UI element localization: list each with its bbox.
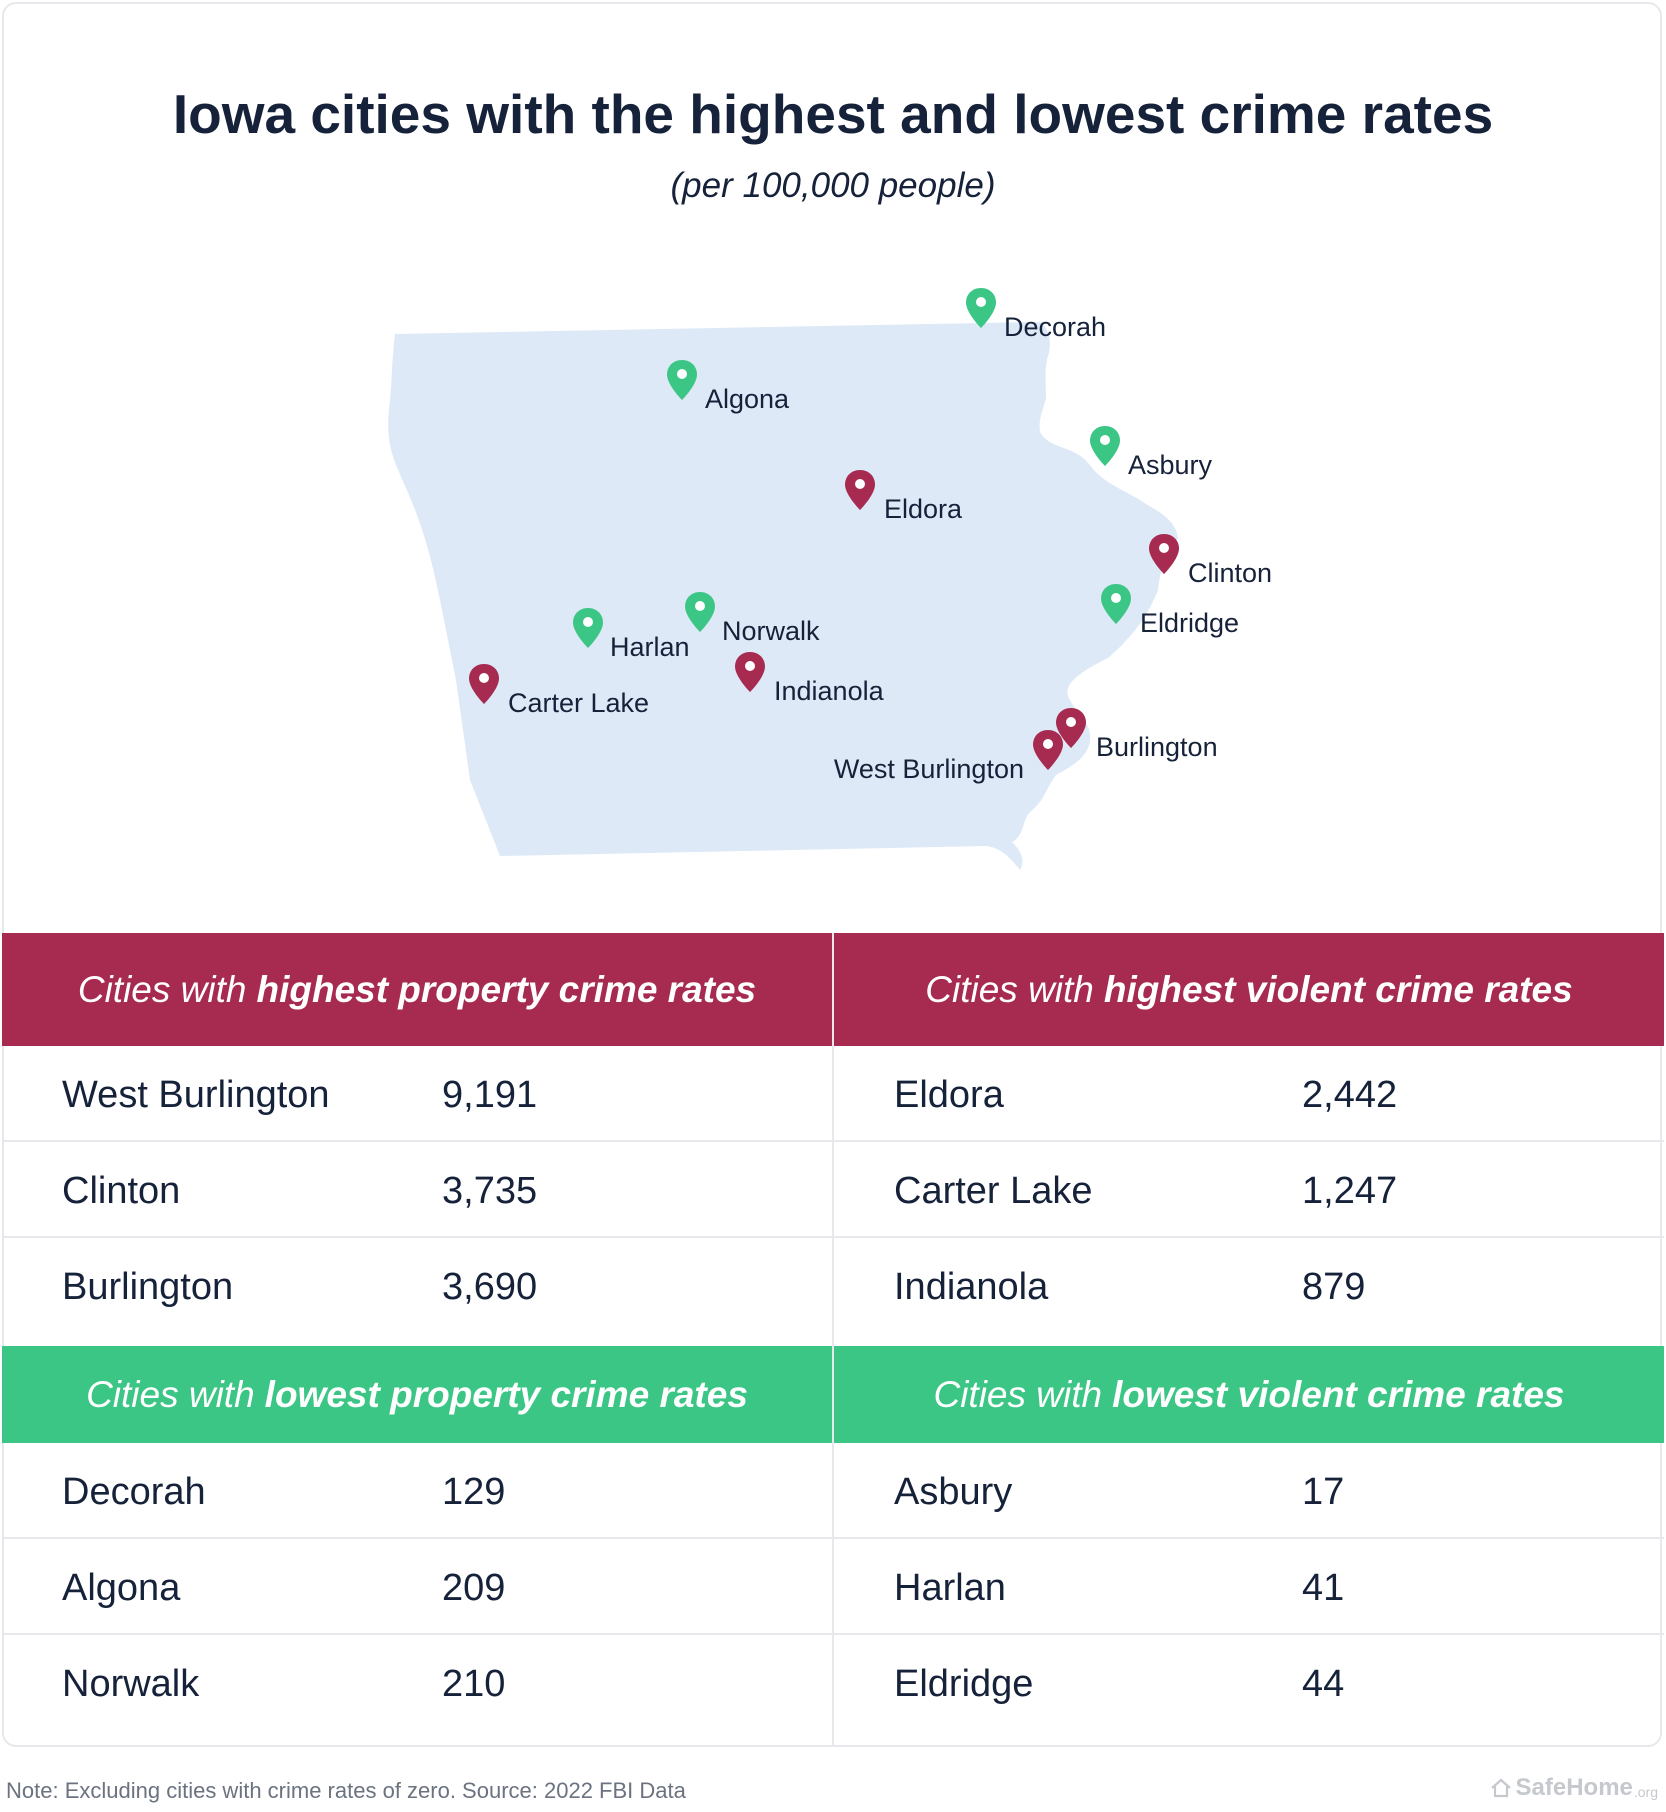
map-pin-icon bbox=[685, 592, 715, 632]
table-row: Eldridge 44 bbox=[834, 1635, 1664, 1731]
crime-rate-value: 879 bbox=[1302, 1266, 1366, 1308]
city-name: Indianola bbox=[894, 1266, 1049, 1308]
table-row: Indianola 879 bbox=[834, 1238, 1664, 1334]
iowa-map bbox=[0, 260, 1666, 880]
map-pin-icon bbox=[469, 664, 499, 704]
header-lowest-violent: Cities with lowest violent crime rates bbox=[834, 1346, 1664, 1443]
footnote: Note: Excluding cities with crime rates … bbox=[6, 1778, 686, 1803]
map-pin-icon bbox=[1033, 730, 1063, 770]
map-pin-icon bbox=[845, 470, 875, 510]
table-row: Eldora 2,442 bbox=[834, 1046, 1664, 1142]
header-prefix: Cities with bbox=[925, 968, 1094, 1010]
crime-rate-value: 2,442 bbox=[1302, 1074, 1398, 1116]
city-name: West Burlington bbox=[62, 1074, 330, 1116]
iowa-state-shape bbox=[388, 322, 1178, 870]
header-strong: lowest property crime rates bbox=[264, 1373, 748, 1415]
city-name: Harlan bbox=[894, 1567, 1006, 1609]
page-subtitle: (per 100,000 people) bbox=[670, 166, 996, 205]
city-name: Asbury bbox=[894, 1471, 1013, 1513]
header-prefix: Cities with bbox=[86, 1373, 255, 1415]
brand-domain: .org bbox=[1633, 1784, 1658, 1800]
map-pin-label: Asbury bbox=[1128, 450, 1213, 480]
header-lowest-property: Cities with lowest property crime rates bbox=[2, 1346, 832, 1443]
crime-rate-value: 210 bbox=[442, 1663, 506, 1705]
map-pin-label: Harlan bbox=[610, 632, 690, 662]
header-highest-violent: Cities with highest violent crime rates bbox=[834, 933, 1664, 1046]
map-pin-icon bbox=[1149, 534, 1179, 574]
iowa-outline bbox=[388, 322, 1178, 870]
map-pin-label: Indianola bbox=[774, 676, 884, 706]
map-pin-icon bbox=[1056, 708, 1086, 748]
header-strong: lowest violent crime rates bbox=[1112, 1373, 1565, 1415]
header-prefix: Cities with bbox=[77, 968, 247, 1010]
map-pin-label: Clinton bbox=[1188, 558, 1273, 588]
crime-rate-value: 209 bbox=[442, 1567, 506, 1609]
map-pin-icon bbox=[1090, 426, 1120, 466]
header-prefix: Cities with bbox=[933, 1373, 1103, 1415]
table-row: Harlan 41 bbox=[834, 1539, 1664, 1635]
column-divider bbox=[832, 933, 834, 1747]
crime-rate-value: 17 bbox=[1302, 1471, 1345, 1513]
table-row: Burlington 3,690 bbox=[2, 1238, 832, 1334]
crime-rate-value: 44 bbox=[1302, 1663, 1345, 1705]
crime-rate-value: 41 bbox=[1302, 1567, 1345, 1609]
crime-rate-value: 3,690 bbox=[442, 1266, 538, 1308]
map-pin-label: Burlington bbox=[1096, 732, 1218, 762]
map-pin-icon bbox=[1101, 584, 1131, 624]
table-row: Algona 209 bbox=[2, 1539, 832, 1635]
crime-rate-value: 129 bbox=[442, 1471, 506, 1513]
crime-rate-value: 3,735 bbox=[442, 1170, 538, 1212]
map-pin-icon bbox=[966, 288, 996, 328]
brand-name: SafeHome bbox=[1515, 1774, 1633, 1801]
table-row: West Burlington 9,191 bbox=[2, 1046, 832, 1142]
table-row: Asbury 17 bbox=[834, 1443, 1664, 1539]
map-pin-label: Decorah bbox=[1004, 312, 1107, 342]
map-pin-icon bbox=[735, 652, 765, 692]
house-icon bbox=[1490, 1778, 1511, 1798]
crime-rate-value: 9,191 bbox=[442, 1074, 538, 1116]
city-name: Carter Lake bbox=[894, 1170, 1093, 1212]
header-highest-property: Cities with highest property crime rates bbox=[2, 933, 832, 1046]
city-name: Decorah bbox=[62, 1471, 206, 1513]
city-name: Burlington bbox=[62, 1266, 234, 1308]
brand-logo: SafeHome .org bbox=[1490, 1774, 1658, 1802]
map-pin-label: Algona bbox=[705, 384, 790, 414]
table-row: Carter Lake 1,247 bbox=[834, 1142, 1664, 1238]
crime-rate-value: 1,247 bbox=[1302, 1170, 1398, 1212]
map-pin-label: Norwalk bbox=[722, 616, 820, 646]
map-pin-icon bbox=[573, 608, 603, 648]
city-name: Norwalk bbox=[62, 1663, 200, 1705]
city-name: Eldora bbox=[894, 1074, 1004, 1116]
page-title: Iowa cities with the highest and lowest … bbox=[172, 83, 1494, 145]
table-row: Decorah 129 bbox=[2, 1443, 832, 1539]
map-pin-icon bbox=[667, 360, 697, 400]
city-name: Eldridge bbox=[894, 1663, 1034, 1705]
map-pin-label: Eldora bbox=[884, 494, 963, 524]
map-pin-label: Eldridge bbox=[1140, 608, 1240, 638]
city-name: Algona bbox=[62, 1567, 181, 1609]
map-pin-label: West Burlington bbox=[833, 754, 1024, 784]
table-row: Clinton 3,735 bbox=[2, 1142, 832, 1238]
map-pin-label: Carter Lake bbox=[508, 688, 650, 718]
table-row: Norwalk 210 bbox=[2, 1635, 832, 1731]
header-strong: highest violent crime rates bbox=[1103, 968, 1573, 1010]
header-strong: highest property crime rates bbox=[256, 968, 757, 1010]
city-name: Clinton bbox=[62, 1170, 181, 1212]
